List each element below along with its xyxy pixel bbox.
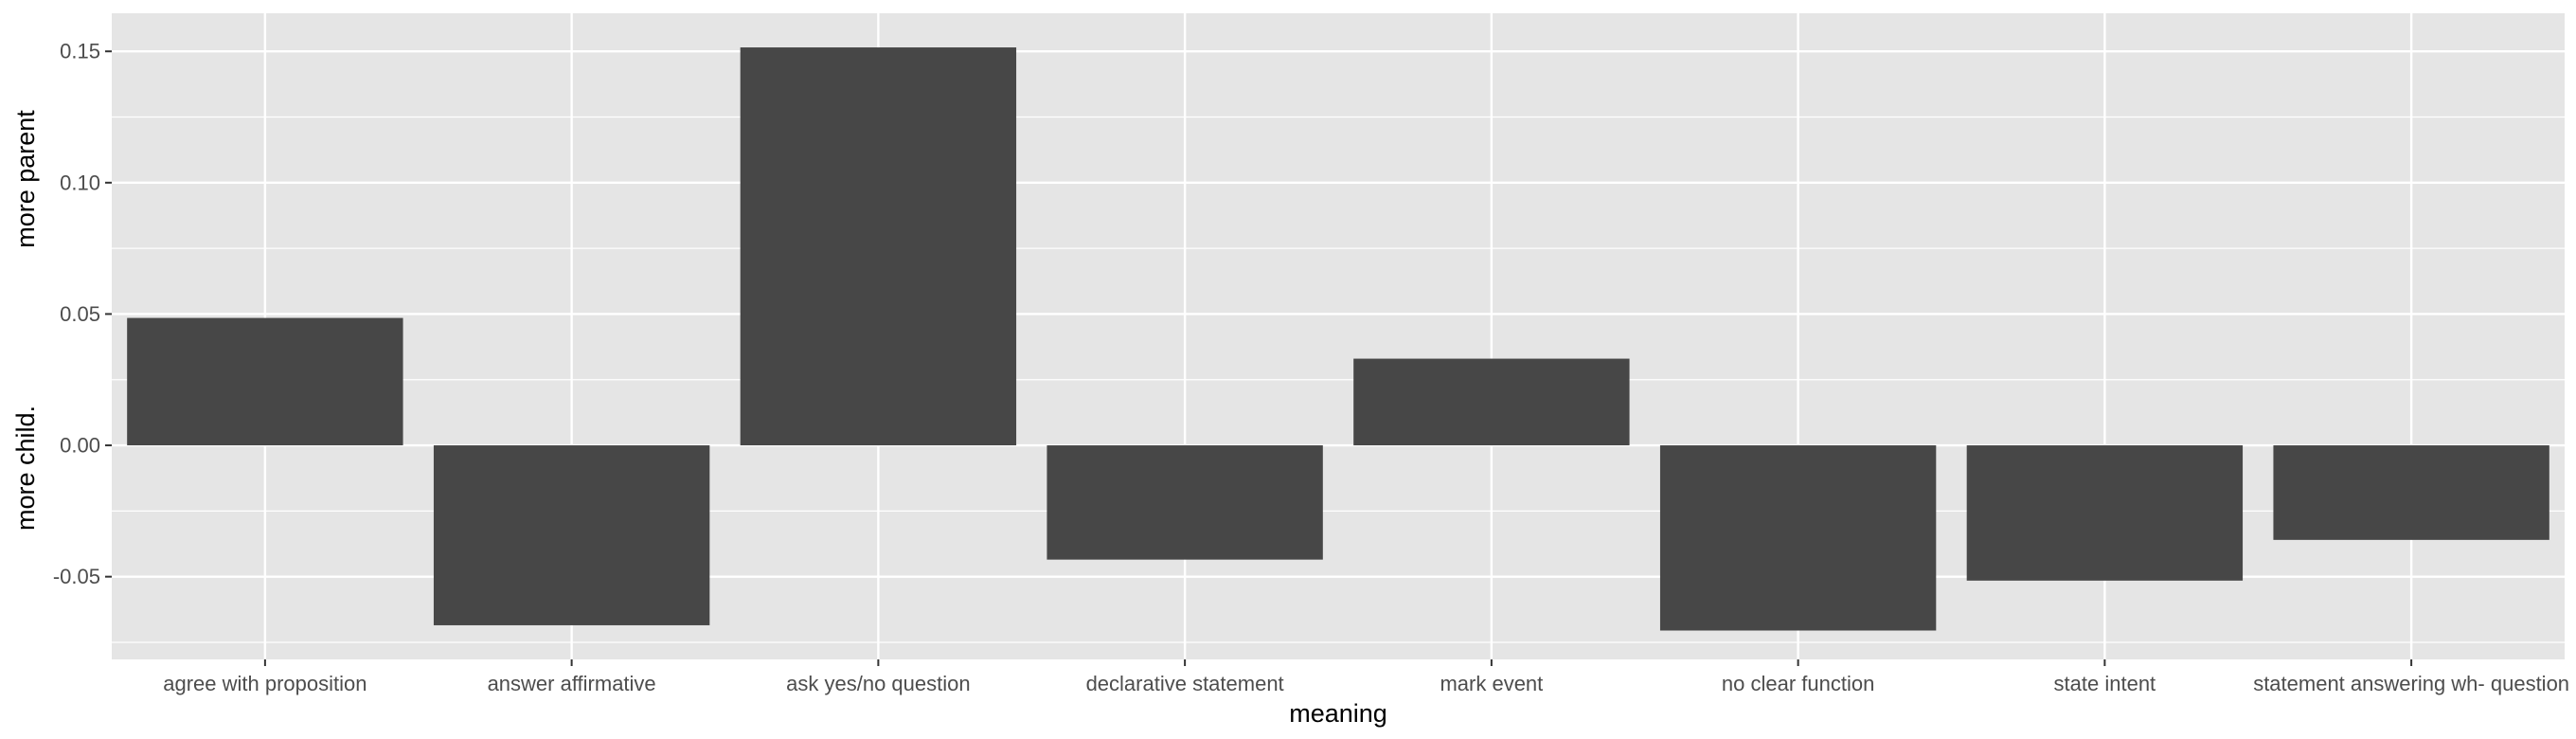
bar — [1659, 445, 1937, 631]
bars — [127, 47, 2549, 631]
x-tick-label: state intent — [2054, 672, 2156, 695]
bar — [127, 317, 403, 446]
y-tick-label: 0.05 — [60, 302, 100, 326]
bar — [2273, 445, 2549, 540]
bar — [1046, 445, 1323, 560]
y-tick-label: 0.15 — [60, 40, 100, 63]
y-axis: -0.05 0.00 0.05 0.10 0.15 — [53, 40, 112, 588]
bar — [433, 445, 710, 625]
y-tick-label: 0.00 — [60, 434, 100, 458]
x-axis: agree with proposition answer affirmative… — [163, 659, 2569, 695]
bar — [740, 47, 1017, 446]
x-tick-label: answer affirmative — [488, 672, 656, 695]
y-axis-title-upper: more parent — [11, 110, 40, 248]
x-tick-label: statement answering wh- question — [2253, 672, 2569, 695]
y-tick-label: -0.05 — [53, 565, 100, 588]
x-axis-title: meaning — [1289, 699, 1387, 728]
y-axis-title-lower: more child. — [11, 406, 40, 531]
x-tick-label: agree with proposition — [163, 672, 367, 695]
bar — [1353, 358, 1630, 446]
x-tick-label: declarative statement — [1086, 672, 1284, 695]
x-tick-label: ask yes/no question — [786, 672, 970, 695]
x-tick-label: no clear function — [1722, 672, 1874, 695]
x-tick-label: mark event — [1440, 672, 1543, 695]
y-tick-label: 0.10 — [60, 171, 100, 194]
bar — [1966, 445, 2244, 581]
